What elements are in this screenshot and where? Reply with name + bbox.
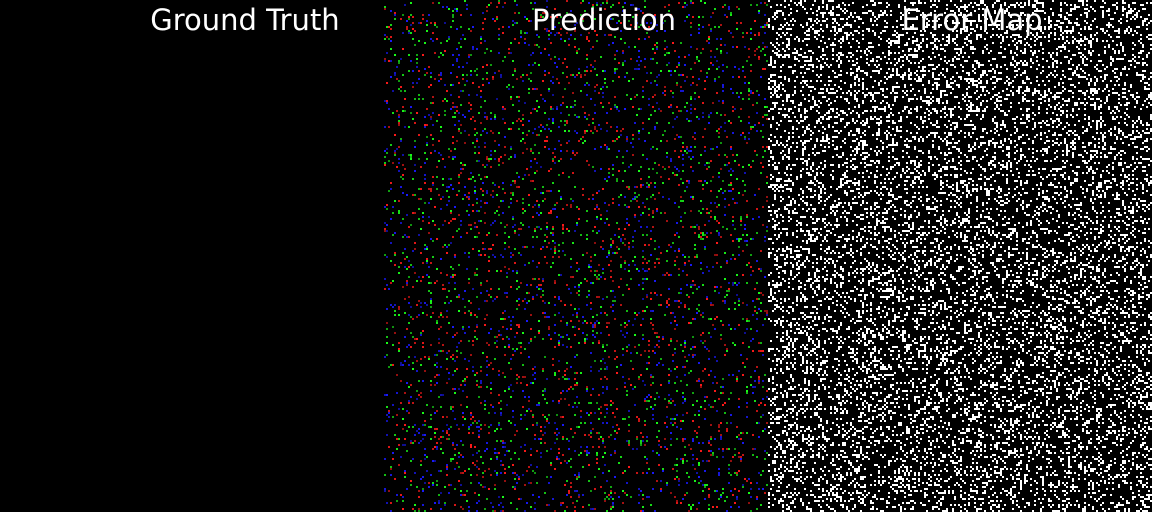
prediction-image (384, 0, 768, 512)
ground-truth-title: Ground Truth (150, 3, 340, 37)
prediction-title: Prediction (531, 3, 677, 37)
error-map-panel: Error Map (768, 0, 1152, 512)
ground-truth-panel: Ground Truth (0, 0, 384, 512)
error-map-title: Error Map (901, 3, 1043, 37)
ground-truth-image (0, 0, 384, 512)
prediction-panel: Prediction (384, 0, 768, 512)
error-map-image (768, 0, 1152, 512)
